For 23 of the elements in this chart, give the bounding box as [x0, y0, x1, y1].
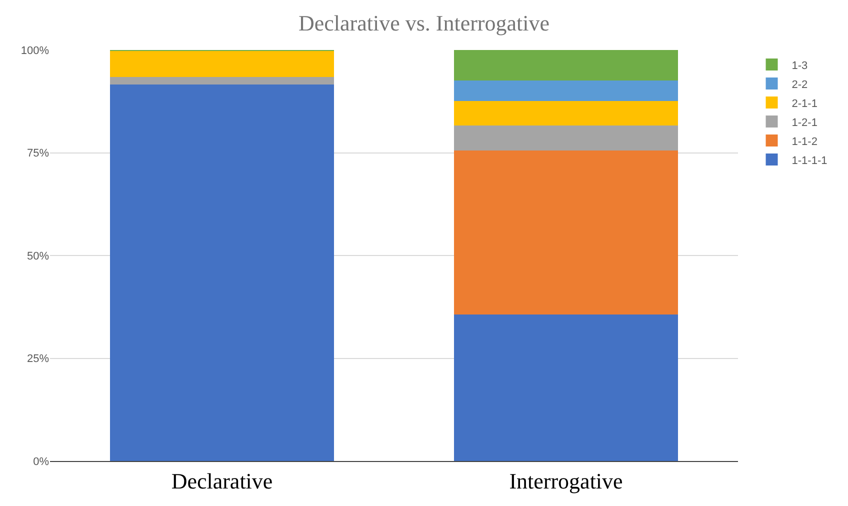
legend-label: 2-2: [792, 78, 808, 91]
x-tick-label: Interrogative: [509, 468, 623, 494]
y-tick-label: 75%: [26, 148, 50, 160]
legend-label: 1-1-2: [792, 136, 818, 148]
bar: [454, 126, 678, 150]
y-tick-label: 0%: [33, 456, 50, 468]
legend-label: 1-1-1-1: [792, 154, 828, 167]
bar: [454, 80, 678, 101]
bar: [110, 84, 334, 461]
bar: [110, 50, 334, 78]
legend-label: 2-1-1: [792, 98, 818, 110]
bar: [454, 100, 678, 126]
bar: [110, 77, 334, 85]
bar: [454, 314, 678, 461]
legend-label: 1-2-1: [792, 116, 818, 129]
x-tick-label: Declarative: [171, 468, 273, 494]
bar: [454, 50, 678, 80]
y-tick-label: 50%: [26, 250, 50, 262]
chart-title: Declarative vs. Interrogative: [298, 10, 550, 36]
bar: [454, 150, 678, 315]
y-tick-label: 25%: [26, 353, 50, 366]
y-tick-label: 100%: [20, 44, 50, 57]
legend-label: 1-3: [792, 60, 808, 72]
